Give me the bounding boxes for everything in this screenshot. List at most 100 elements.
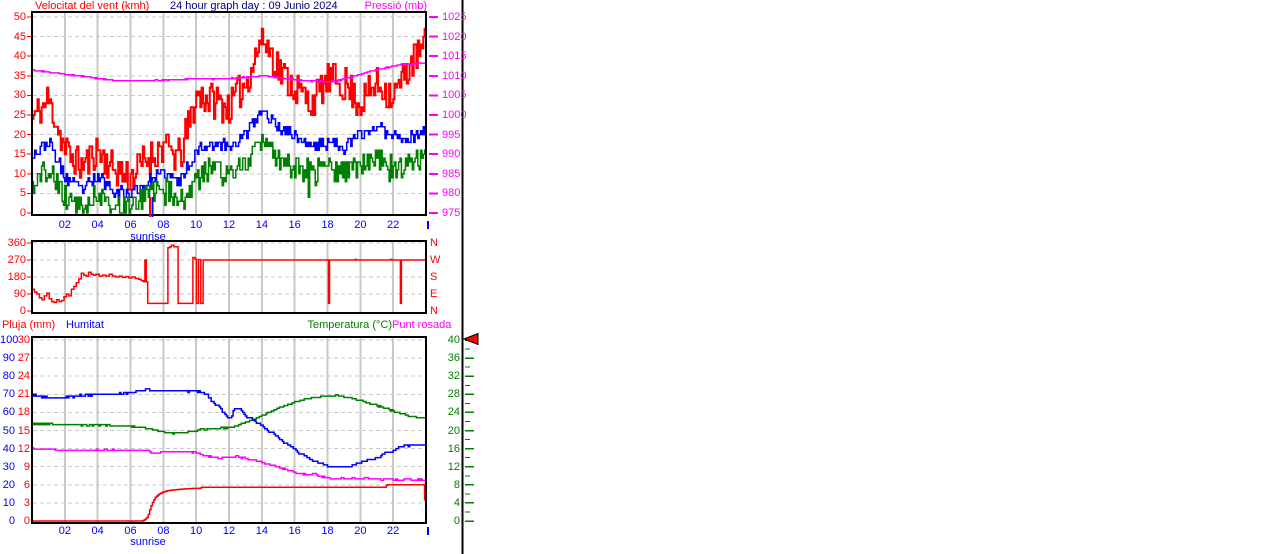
temperature-tick-label: 8 bbox=[445, 480, 460, 491]
wind-tick-label: 10 bbox=[0, 169, 26, 180]
hour-label-top: 22 bbox=[383, 220, 403, 231]
hour-label-bottom: 06 bbox=[121, 526, 141, 537]
hour-label-top: 04 bbox=[88, 220, 108, 231]
pressure-tick-label: 995 bbox=[442, 130, 460, 141]
pressure-tick-label: 980 bbox=[442, 188, 460, 199]
rain-tick-label: 21 bbox=[16, 389, 30, 400]
current-value-arrow-icon bbox=[464, 334, 478, 345]
hour-label-top: 14 bbox=[252, 220, 272, 231]
direction-tick-label: 90 bbox=[0, 289, 26, 300]
rain-tick-label: 12 bbox=[16, 444, 30, 455]
charts-canvas bbox=[0, 0, 1280, 554]
sunrise-label-top: sunrise bbox=[124, 232, 172, 243]
humidity-tick-label: 10 bbox=[0, 498, 15, 509]
hour-label-bottom: 18 bbox=[318, 526, 338, 537]
pressure-tick-label: 1005 bbox=[442, 90, 466, 101]
hour-label-bottom: 12 bbox=[219, 526, 239, 537]
direction-letter-label: W bbox=[430, 255, 440, 266]
hour-label-top: 12 bbox=[219, 220, 239, 231]
humidity-tick-label: 100 bbox=[0, 335, 15, 346]
hour-label-top: 20 bbox=[350, 220, 370, 231]
humidity-tick-label: 60 bbox=[0, 407, 15, 418]
wind-tick-label: 15 bbox=[0, 149, 26, 160]
hour-label-bottom: 16 bbox=[285, 526, 305, 537]
rain-axis-title: Pluja (mm) bbox=[2, 320, 55, 331]
hour-label-bottom: 14 bbox=[252, 526, 272, 537]
humidity-tick-label: 50 bbox=[0, 426, 15, 437]
humidity-tick-label: 80 bbox=[0, 371, 15, 382]
hour-label-top: 02 bbox=[55, 220, 75, 231]
wind-tick-label: 30 bbox=[0, 90, 26, 101]
humidity-tick-label: 0 bbox=[0, 516, 15, 527]
wind-tick-label: 40 bbox=[0, 51, 26, 62]
hour-label-bottom: 10 bbox=[186, 526, 206, 537]
wind-tick-label: 35 bbox=[0, 71, 26, 82]
temperature-tick-label: 0 bbox=[445, 516, 460, 527]
direction-letter-label: S bbox=[430, 272, 437, 283]
hour-label-top: 18 bbox=[318, 220, 338, 231]
wind-axis-title: Velocitat del vent (kmh) bbox=[35, 1, 149, 12]
wind-tick-label: 5 bbox=[0, 188, 26, 199]
direction-tick-label: 360 bbox=[0, 238, 26, 249]
temperature-tick-label: 16 bbox=[445, 444, 460, 455]
direction-tick-label: 270 bbox=[0, 255, 26, 266]
hour-label-top: 06 bbox=[121, 220, 141, 231]
wind-tick-label: 25 bbox=[0, 110, 26, 121]
rain-tick-label: 15 bbox=[16, 426, 30, 437]
temperature-axis-title: Temperatura (°C) bbox=[270, 320, 392, 331]
humidity-tick-label: 40 bbox=[0, 444, 15, 455]
pressure-tick-label: 1010 bbox=[442, 71, 466, 82]
wind-tick-label: 50 bbox=[0, 12, 26, 23]
temperature-tick-label: 40 bbox=[445, 335, 460, 346]
temperature-tick-label: 20 bbox=[445, 426, 460, 437]
wind-tick-label: 0 bbox=[0, 208, 26, 219]
pressure-tick-label: 990 bbox=[442, 149, 460, 160]
hour-label-top: 08 bbox=[153, 220, 173, 231]
pressure-tick-label: 1015 bbox=[442, 51, 466, 62]
wind-tick-label: 45 bbox=[0, 32, 26, 43]
temperature-tick-label: 28 bbox=[445, 389, 460, 400]
hour-label-top: 16 bbox=[285, 220, 305, 231]
temperature-tick-label: 36 bbox=[445, 353, 460, 364]
wind-tick-label: 20 bbox=[0, 130, 26, 141]
direction-tick-label: 180 bbox=[0, 272, 26, 283]
hour-label-bottom: 08 bbox=[153, 526, 173, 537]
rain-tick-label: 27 bbox=[16, 353, 30, 364]
rain-tick-label: 30 bbox=[16, 335, 30, 346]
rain-tick-label: 6 bbox=[16, 480, 30, 491]
page-title: 24 hour graph day : 09 Junio 2024 bbox=[170, 1, 338, 12]
humidity-tick-label: 30 bbox=[0, 462, 15, 473]
hour-label-bottom: 22 bbox=[383, 526, 403, 537]
rain-tick-label: 0 bbox=[16, 516, 30, 527]
temperature-tick-label: 4 bbox=[445, 498, 460, 509]
hour-label-top: 10 bbox=[186, 220, 206, 231]
hour-label-bottom: 02 bbox=[55, 526, 75, 537]
clipped-24-label bbox=[427, 221, 429, 229]
rain-tick-label: 3 bbox=[16, 498, 30, 509]
temperature-tick-label: 24 bbox=[445, 407, 460, 418]
pressure-tick-label: 975 bbox=[442, 208, 460, 219]
direction-tick-label: 0 bbox=[0, 306, 26, 317]
humidity-tick-label: 90 bbox=[0, 353, 15, 364]
direction-letter-label: N bbox=[430, 238, 438, 249]
direction-letter-label: N bbox=[430, 306, 438, 317]
rain-tick-label: 18 bbox=[16, 407, 30, 418]
clipped-24-label bbox=[427, 527, 429, 535]
direction-letter-label: E bbox=[430, 289, 437, 300]
temperature-tick-label: 12 bbox=[445, 462, 460, 473]
humidity-axis-title: Humitat bbox=[66, 320, 104, 331]
pressure-tick-label: 1000 bbox=[442, 110, 466, 121]
pressure-axis-title: Pressió (mb) bbox=[352, 1, 427, 12]
humidity-tick-label: 70 bbox=[0, 389, 15, 400]
pressure-tick-label: 1020 bbox=[442, 32, 466, 43]
rain-tick-label: 9 bbox=[16, 462, 30, 473]
dewpoint-axis-title: Punt rosada bbox=[392, 320, 451, 331]
hour-label-bottom: 04 bbox=[88, 526, 108, 537]
weather-graph-window: Velocitat del vent (kmh) 24 hour graph d… bbox=[0, 0, 1280, 554]
pressure-tick-label: 1025 bbox=[442, 12, 466, 23]
pressure-tick-label: 985 bbox=[442, 169, 460, 180]
sunrise-label-bottom: sunrise bbox=[124, 537, 172, 548]
rain-tick-label: 24 bbox=[16, 371, 30, 382]
humidity-tick-label: 20 bbox=[0, 480, 15, 491]
hour-label-bottom: 20 bbox=[350, 526, 370, 537]
